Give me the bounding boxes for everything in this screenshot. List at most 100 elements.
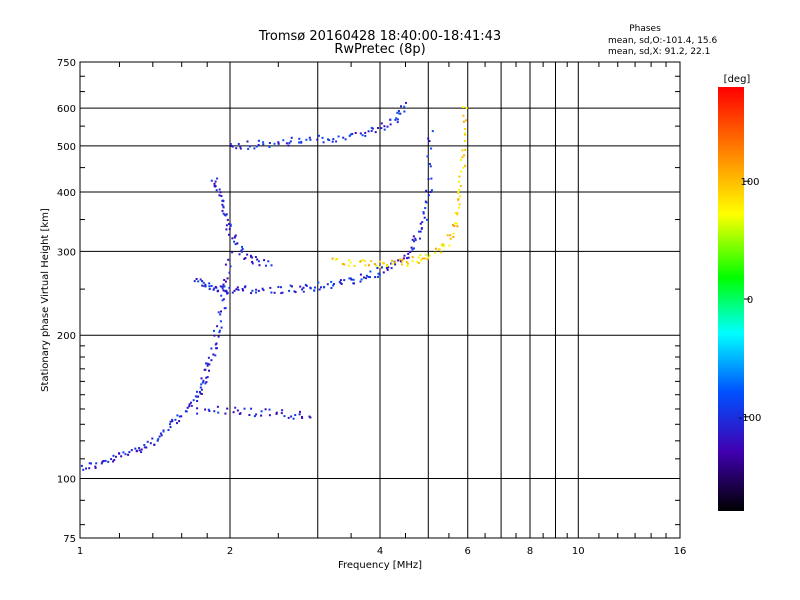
data-point <box>464 148 467 151</box>
data-point <box>222 283 225 286</box>
data-point <box>342 136 345 139</box>
data-point <box>383 125 386 128</box>
data-point <box>391 259 394 262</box>
colorbar-label: [deg] <box>724 74 751 85</box>
data-point <box>343 279 346 282</box>
data-point <box>130 449 133 452</box>
data-point <box>225 290 228 293</box>
data-point <box>458 203 461 206</box>
data-point <box>220 294 223 297</box>
data-point <box>452 236 455 238</box>
data-point <box>353 264 356 267</box>
trace-points <box>210 177 273 267</box>
data-point <box>336 258 338 260</box>
data-point <box>459 195 462 198</box>
data-point <box>202 379 205 382</box>
data-point <box>426 218 428 221</box>
data-point <box>419 237 421 240</box>
x-tick-label: 10 <box>572 546 585 557</box>
data-point <box>273 142 276 145</box>
data-point <box>378 266 381 268</box>
data-point <box>334 258 337 261</box>
data-point <box>270 291 273 294</box>
data-point <box>268 414 271 417</box>
data-point <box>199 392 202 395</box>
data-point <box>216 347 218 350</box>
data-point <box>416 260 419 263</box>
axis-ticks: 1 2 4 6 8 10 16 75 100 200 300 400 500 600 750 <box>57 58 686 557</box>
data-point <box>227 258 230 261</box>
data-point <box>197 280 200 283</box>
data-point <box>449 234 452 237</box>
data-point <box>367 130 370 133</box>
data-point <box>186 406 189 409</box>
data-point <box>158 435 161 438</box>
data-point <box>275 412 278 415</box>
data-point <box>226 407 229 410</box>
data-point <box>462 120 465 123</box>
data-point <box>247 147 250 150</box>
data-point <box>233 240 236 243</box>
data-point <box>254 256 257 258</box>
data-point <box>380 127 383 130</box>
data-point <box>350 278 353 281</box>
data-point <box>317 134 320 137</box>
data-point <box>213 287 216 290</box>
data-point <box>239 147 242 150</box>
data-point <box>458 180 460 183</box>
data-point <box>406 264 409 267</box>
data-point <box>289 140 292 143</box>
data-point <box>452 224 454 227</box>
data-point <box>424 253 427 256</box>
data-point <box>169 426 172 429</box>
data-point <box>280 286 282 289</box>
data-point <box>386 125 389 128</box>
data-point <box>430 147 433 150</box>
data-point <box>258 264 261 267</box>
data-point <box>367 275 370 278</box>
data-point <box>348 277 351 280</box>
data-point <box>330 287 333 289</box>
data-point <box>331 257 334 260</box>
data-point <box>212 288 215 291</box>
data-point <box>461 156 464 159</box>
y-tick-label: 750 <box>57 58 76 69</box>
data-point <box>458 188 461 191</box>
data-point <box>277 141 280 144</box>
data-point <box>218 331 221 334</box>
data-point <box>143 446 146 449</box>
data-point <box>464 128 467 130</box>
data-point <box>430 177 433 180</box>
data-point <box>397 110 400 112</box>
data-point <box>225 213 228 216</box>
data-point <box>438 248 441 251</box>
data-point <box>394 263 397 266</box>
data-point <box>199 278 202 281</box>
data-point <box>399 260 402 263</box>
data-point <box>419 230 422 233</box>
data-point <box>454 212 457 215</box>
data-point <box>219 320 222 323</box>
data-point <box>221 203 224 206</box>
data-point <box>239 145 242 148</box>
data-point <box>407 262 409 265</box>
data-point <box>196 395 199 398</box>
x-tick-label: 2 <box>227 546 233 557</box>
data-point <box>363 259 366 262</box>
data-point <box>462 106 465 108</box>
colorbar <box>718 87 744 511</box>
grid-lines <box>79 61 681 539</box>
data-point <box>369 276 371 279</box>
data-point <box>210 179 213 182</box>
data-point <box>216 405 219 408</box>
data-point <box>194 395 197 398</box>
data-point <box>253 415 256 418</box>
data-point <box>262 141 265 144</box>
data-point <box>143 444 146 446</box>
data-point <box>456 225 459 228</box>
y-tick-label: 200 <box>57 331 76 342</box>
data-point <box>321 136 324 139</box>
data-point <box>205 381 208 384</box>
data-point <box>410 246 413 249</box>
data-point <box>94 465 97 468</box>
